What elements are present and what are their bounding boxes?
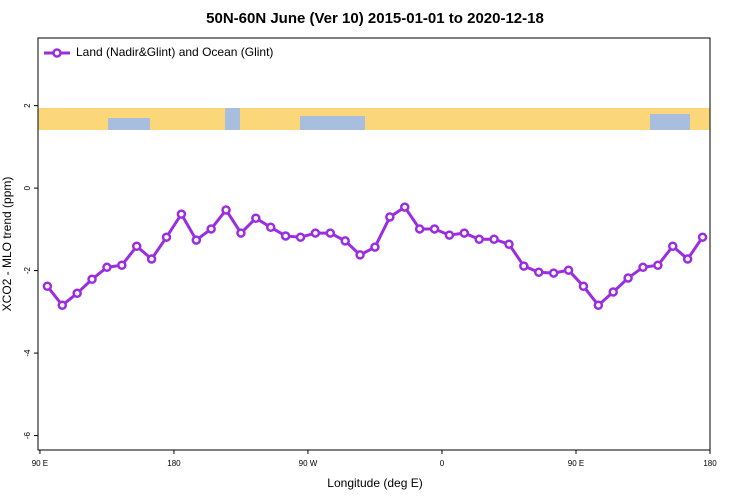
data-point [236,228,246,238]
data-point [459,228,470,238]
x-tick-label: 90 E [32,459,48,468]
data-point [623,273,633,283]
data-point [593,300,604,310]
data-point [176,209,187,219]
x-axis-label: Longitude (deg E) [327,476,422,490]
y-tick-label: -2 [23,266,32,274]
x-tick-label: 90 W [299,459,318,468]
legend-label: Land (Nadir&Glint) and Ocean (Glint) [76,45,273,59]
y-tick-label: 0 [23,185,32,190]
chart-title: 50N-60N June (Ver 10) 2015-01-01 to 2020… [206,10,544,27]
data-point [355,250,365,260]
data-point [265,222,276,233]
plot-frame [37,37,711,451]
data-point [414,224,425,234]
data-point [370,242,380,252]
data-point [519,261,529,271]
x-tick-label: 0 [440,459,445,468]
data-point [42,281,53,292]
x-tick-label: 180 [703,459,717,468]
data-point [161,232,172,242]
data-point [608,287,618,297]
series-line [46,205,704,308]
data-point [280,231,291,241]
data-point [534,267,544,278]
y-tick-label: -6 [23,431,32,439]
data-point [578,281,589,292]
data-point [131,241,142,252]
map-band [38,108,710,130]
y-axis-label: XCO2 - MLO trend (ppm) [0,177,14,312]
y-tick-label: -4 [23,349,32,357]
data-point [444,230,455,240]
data-point [206,224,216,234]
data-point [489,234,499,245]
data-point [653,260,663,270]
data-point [87,274,97,285]
legend-marker [52,48,62,58]
data-point [563,265,574,275]
data-point [429,224,440,234]
data-point [474,234,484,245]
data-point [295,232,306,242]
data-point [399,202,410,212]
data-point [504,239,514,249]
data-point [191,235,202,245]
x-tick-label: 180 [167,459,181,468]
data-point [117,260,127,270]
data-point [668,241,678,252]
data-point [638,262,648,273]
data-point [102,262,112,273]
data-point [57,300,68,310]
x-tick-label: 90 E [568,459,584,468]
data-point [548,268,559,278]
data-point [385,212,395,222]
data-point [325,228,336,238]
data-point [340,236,350,246]
data-point [72,288,82,299]
y-tick-label: 2 [23,103,32,108]
data-point [251,213,261,223]
data-point [310,228,321,238]
data-point [221,205,231,215]
data-point [146,254,157,264]
data-point [682,254,693,264]
data-point [697,232,708,242]
